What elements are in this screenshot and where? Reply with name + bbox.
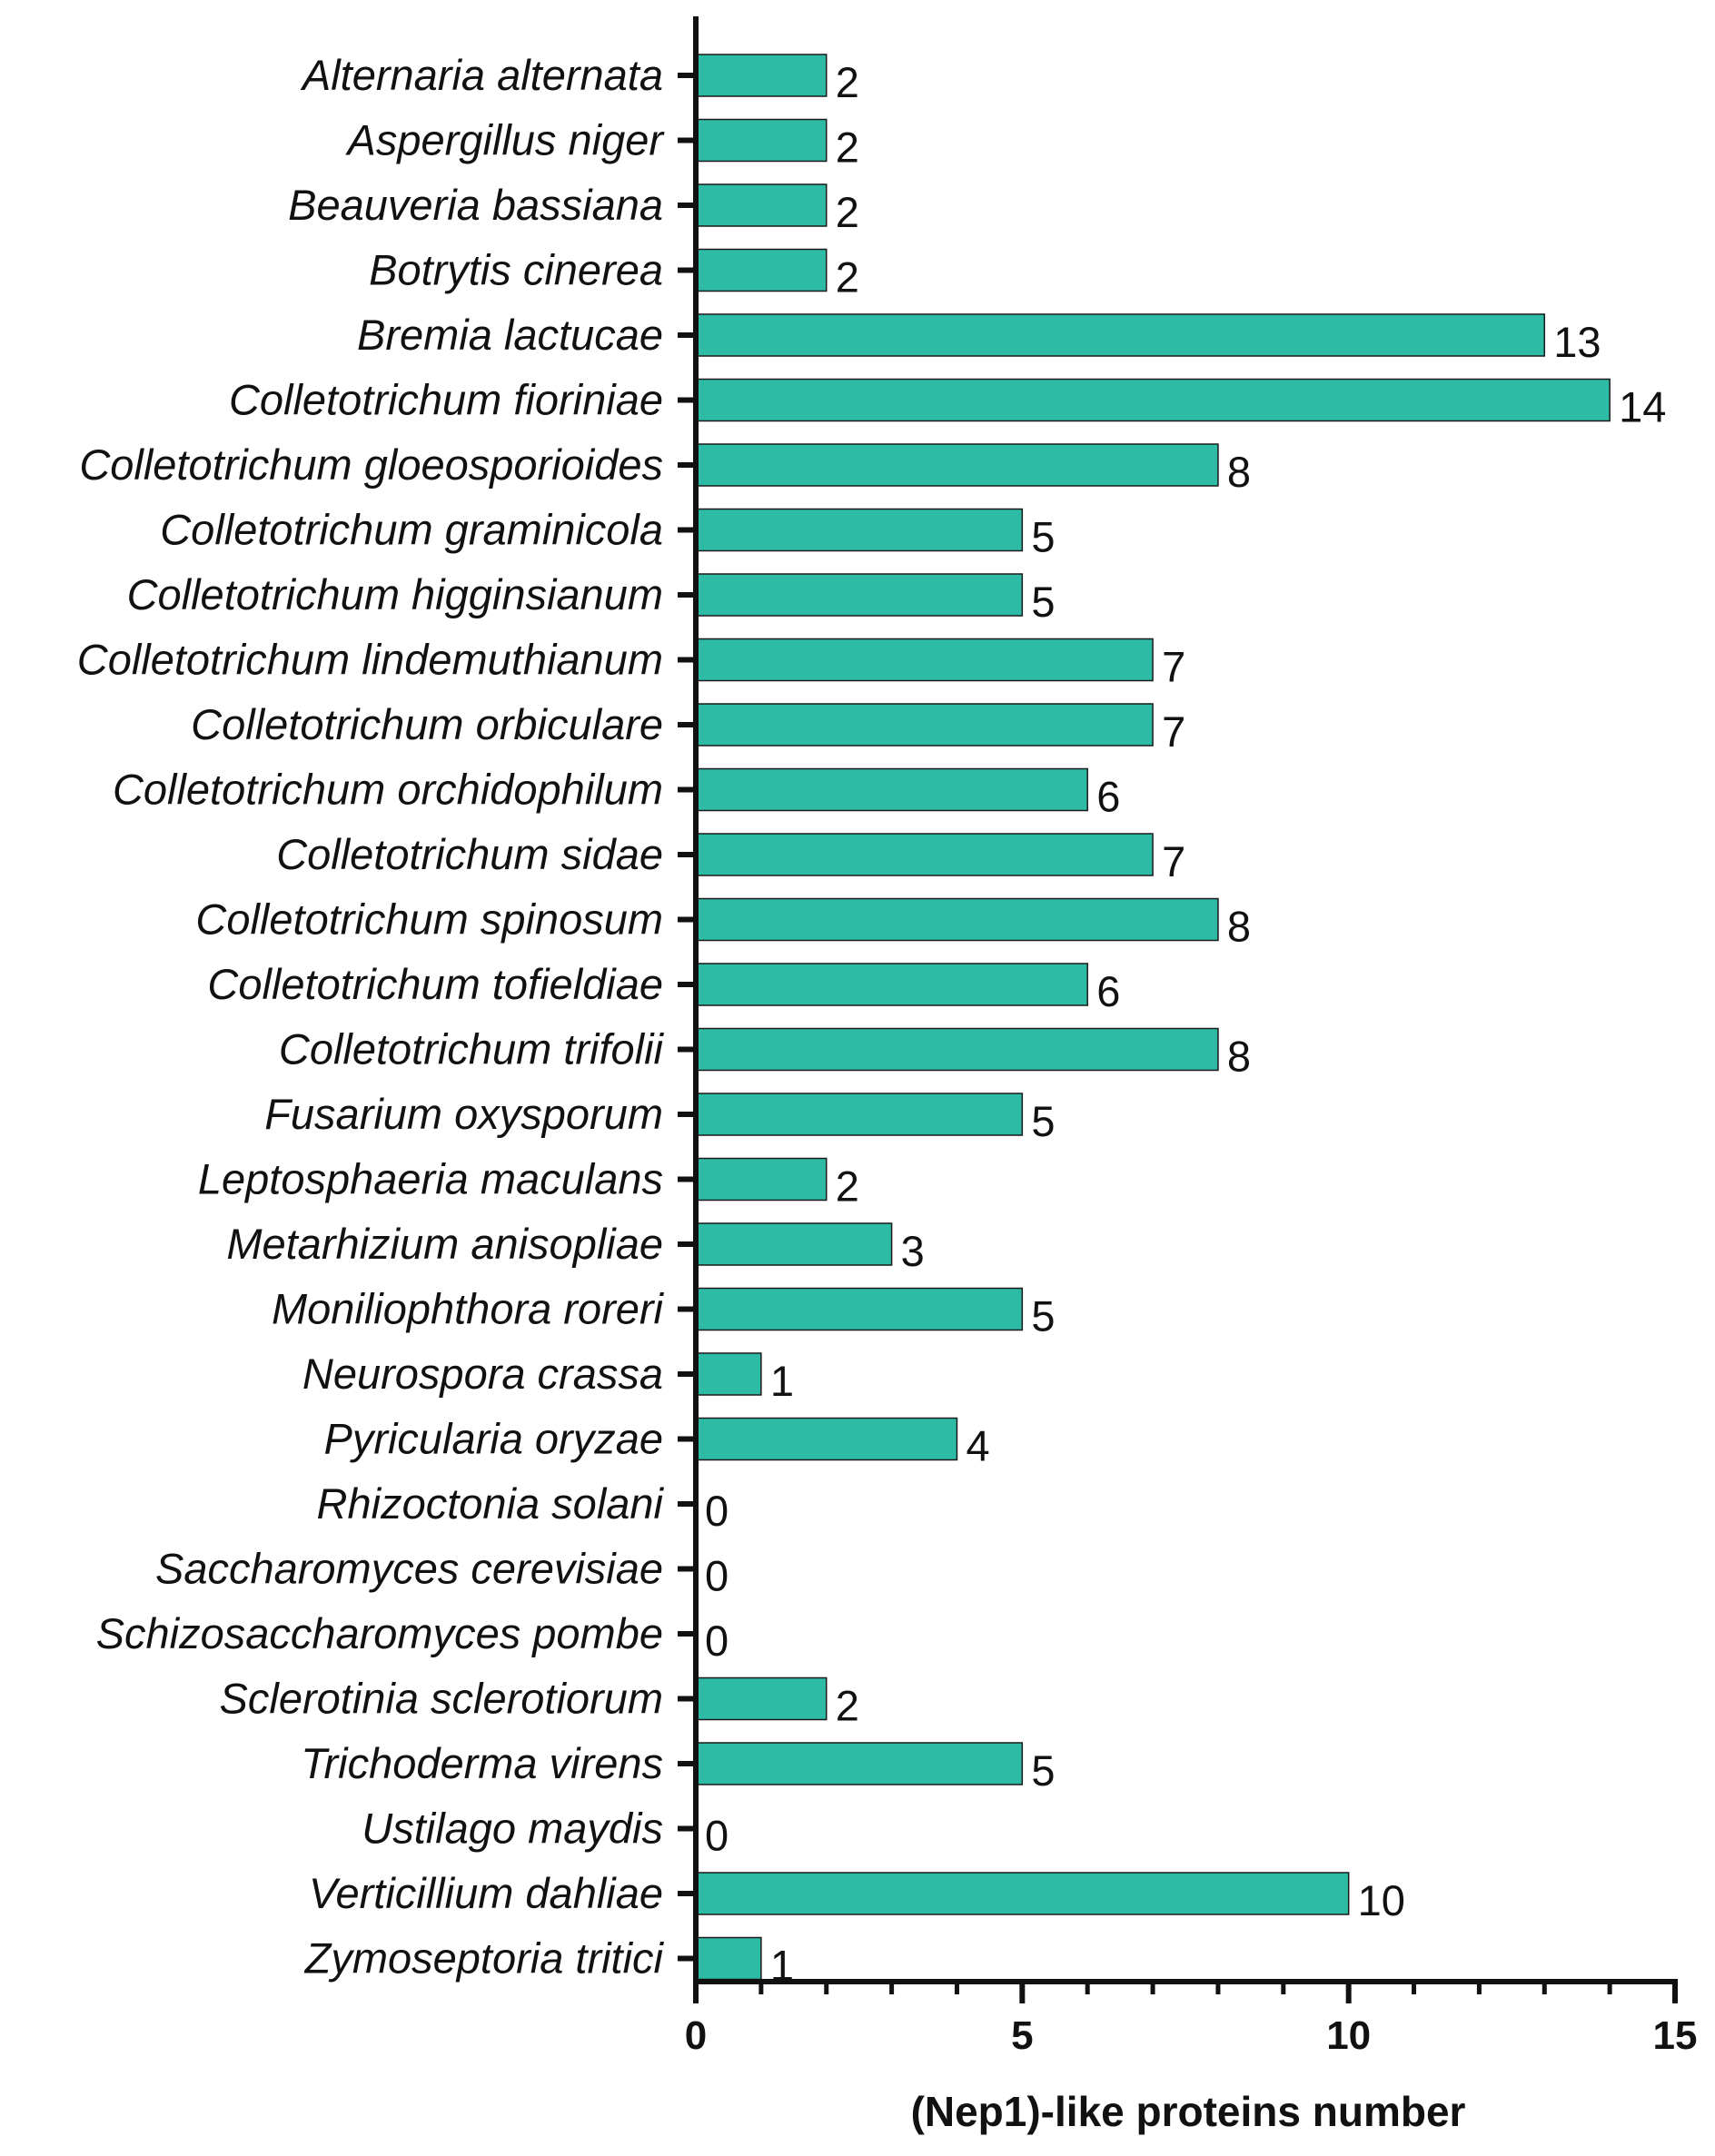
- value-label: 10: [1358, 1876, 1405, 1924]
- category-label: Verticillium dahliae: [309, 1869, 663, 1917]
- category-label: Botrytis cinerea: [369, 246, 663, 294]
- bar: [695, 1417, 958, 1461]
- category-label: Sclerotinia sclerotiorum: [220, 1675, 663, 1723]
- axes-group: [693, 16, 1678, 1984]
- bar: [695, 703, 1154, 747]
- value-label: 0: [705, 1812, 729, 1860]
- value-label: 14: [1619, 383, 1666, 431]
- category-label: Ustilago maydis: [362, 1805, 663, 1853]
- bar: [695, 183, 828, 227]
- value-label: 2: [836, 188, 859, 236]
- value-label: 8: [1227, 1033, 1251, 1081]
- category-label: Moniliophthora roreri: [272, 1285, 665, 1333]
- category-label: Colletotrichum tofieldiae: [207, 960, 663, 1008]
- value-label: 1: [770, 1357, 794, 1405]
- bar: [695, 313, 1546, 357]
- bar: [695, 118, 828, 163]
- value-label: 7: [1162, 707, 1185, 756]
- category-label: Colletotrichum graminicola: [160, 506, 663, 554]
- value-label: 6: [1096, 967, 1120, 1015]
- category-label: Trichoderma virens: [301, 1739, 663, 1787]
- category-label: Schizosaccharomyces pombe: [96, 1609, 663, 1657]
- value-label: 2: [836, 1682, 859, 1730]
- value-label: 0: [705, 1487, 729, 1535]
- value-label: 8: [1227, 903, 1251, 951]
- x-tick-label: 5: [1011, 2013, 1033, 2058]
- category-label: Alternaria alternata: [300, 51, 663, 99]
- category-label: Colletotrichum gloeosporioides: [79, 440, 663, 489]
- x-tick-label: 10: [1326, 2013, 1371, 2058]
- bar: [695, 1222, 893, 1266]
- category-ticks-group: [678, 73, 696, 1962]
- bar: [695, 573, 1024, 617]
- bar: [695, 1872, 1350, 1915]
- category-label: Neurospora crassa: [302, 1350, 663, 1398]
- bar: [695, 897, 1219, 942]
- category-label: Beauveria bassiana: [288, 181, 663, 229]
- value-label: 2: [836, 58, 859, 106]
- bar: [695, 1093, 1024, 1136]
- value-label: 5: [1031, 513, 1055, 561]
- category-label: Metarhizium anisopliae: [226, 1220, 663, 1268]
- bar: [695, 963, 1088, 1006]
- value-label: 4: [966, 1422, 989, 1470]
- bar: [695, 443, 1219, 487]
- category-label: Bremia lactucae: [357, 311, 663, 359]
- value-label: 0: [705, 1552, 729, 1600]
- category-labels-group: Alternaria alternata Aspergillus niger Bea…: [77, 51, 666, 1983]
- value-label: 3: [901, 1227, 925, 1275]
- category-label: Saccharomyces cerevisiae: [155, 1545, 663, 1593]
- bar: [695, 1742, 1024, 1785]
- category-label: Colletotrichum spinosum: [195, 895, 663, 944]
- value-label: 2: [836, 253, 859, 302]
- x-axis-title: (Nep1)-like proteins number: [911, 2088, 1466, 2135]
- bar: [695, 638, 1154, 682]
- bar: [695, 1287, 1024, 1331]
- bar: [695, 1936, 762, 1981]
- bars-group: [695, 54, 1611, 1981]
- category-label: Zymoseptoria tritici: [304, 1934, 665, 1983]
- bar: [695, 248, 828, 292]
- value-label: 5: [1031, 1292, 1055, 1340]
- bar: [695, 378, 1611, 422]
- bar: [695, 1676, 828, 1721]
- value-label: 2: [836, 124, 859, 172]
- category-label: Colletotrichum lindemuthianum: [77, 636, 663, 684]
- category-label: Colletotrichum sidae: [276, 830, 663, 878]
- value-label: 13: [1553, 318, 1601, 366]
- value-label: 7: [1162, 643, 1185, 691]
- value-label: 5: [1031, 1746, 1055, 1795]
- category-label: Aspergillus niger: [345, 116, 666, 164]
- category-label: Colletotrichum fioriniae: [229, 376, 663, 424]
- value-label: 2: [836, 1162, 859, 1211]
- category-label: Colletotrichum orbiculare: [191, 700, 663, 748]
- x-ticks-group: 0 5 10 15: [685, 1982, 1698, 2058]
- bar: [695, 767, 1088, 812]
- value-label: 7: [1162, 837, 1185, 885]
- bar: [695, 1352, 762, 1396]
- category-label: Pyricularia oryzae: [323, 1415, 663, 1463]
- value-label: 5: [1031, 578, 1055, 626]
- category-label: Fusarium oxysporum: [264, 1090, 663, 1138]
- value-label: 5: [1031, 1097, 1055, 1145]
- category-label: Colletotrichum trifolii: [279, 1025, 665, 1073]
- category-label: Leptosphaeria maculans: [198, 1155, 663, 1203]
- bar: [695, 833, 1154, 876]
- bar: [695, 1027, 1219, 1072]
- category-label: Colletotrichum orchidophilum: [113, 766, 663, 814]
- value-label: 8: [1227, 448, 1251, 496]
- bar: [695, 54, 828, 97]
- category-label: Rhizoctonia solani: [317, 1479, 665, 1528]
- category-label: Colletotrichum higginsianum: [127, 570, 663, 618]
- bar: [695, 1157, 828, 1202]
- x-tick-label: 0: [685, 2013, 707, 2058]
- value-label: 0: [705, 1617, 729, 1665]
- value-label: 6: [1096, 773, 1120, 821]
- bar: [695, 508, 1024, 552]
- x-tick-label: 15: [1653, 2013, 1698, 2058]
